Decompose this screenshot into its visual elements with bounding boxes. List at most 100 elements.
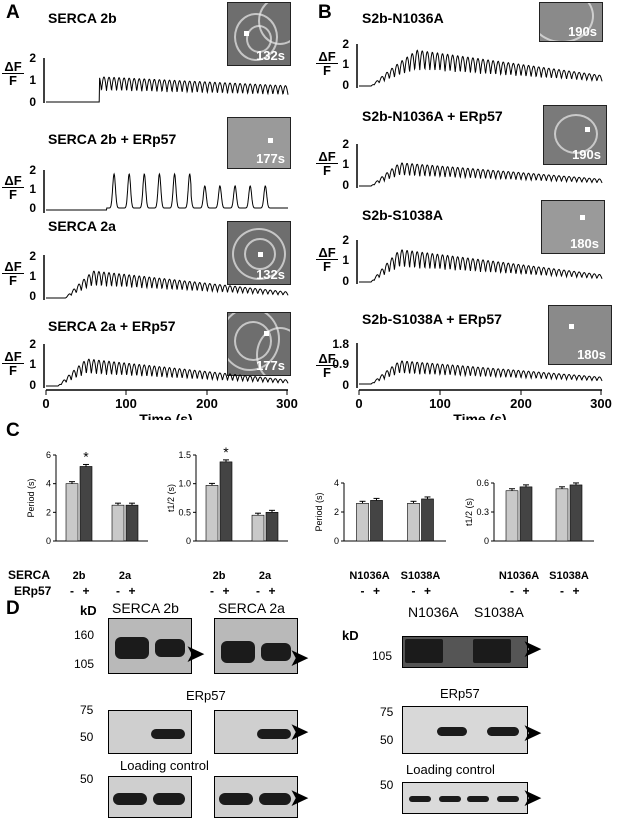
ytick-label: 2 bbox=[342, 233, 349, 247]
delta-f-label: ΔF F bbox=[2, 350, 24, 377]
ytick-label: 1 bbox=[29, 269, 36, 283]
ytick-label: 1 bbox=[29, 182, 36, 196]
erp57-blot bbox=[214, 710, 298, 754]
bar bbox=[370, 500, 383, 542]
x-axis-label: Time (s) bbox=[139, 411, 192, 420]
serca-blot-2a bbox=[214, 618, 298, 674]
ytick-label: 0 bbox=[342, 78, 349, 92]
treatment-sign: - bbox=[116, 584, 120, 598]
inset-timestamp: 132s bbox=[256, 267, 285, 282]
y-tick-label: 0 bbox=[334, 536, 339, 546]
inset-image: 177s bbox=[227, 312, 291, 376]
calcium-trace-line bbox=[46, 172, 288, 211]
treatment-sign: - bbox=[256, 584, 260, 598]
ytick-label: 0 bbox=[342, 178, 349, 192]
ytick-label: 0 bbox=[29, 95, 36, 109]
inset-timestamp: 177s bbox=[256, 151, 285, 166]
xtick-label: 200 bbox=[196, 396, 218, 411]
mutant-serca-blot bbox=[402, 636, 528, 668]
xtick-label: 100 bbox=[115, 396, 137, 411]
category-label: 2b bbox=[73, 570, 86, 582]
treatment-sign: + bbox=[268, 584, 275, 598]
kd-tick: 75 bbox=[380, 705, 394, 719]
bar bbox=[251, 514, 265, 542]
bar bbox=[555, 488, 569, 542]
inset-timestamp: 180s bbox=[570, 236, 599, 251]
category-label: 2a bbox=[119, 570, 132, 582]
panel-letter-d: D bbox=[6, 598, 20, 619]
category-label: S1038A bbox=[549, 570, 589, 582]
panel-letter-b: B bbox=[318, 2, 332, 23]
xtick-label: 300 bbox=[590, 396, 612, 411]
y-axis-label: t1/2 (s) bbox=[464, 498, 474, 526]
y-tick-label: 1.0 bbox=[178, 479, 191, 489]
trace-title: S2b-N1036A bbox=[362, 10, 444, 26]
category-label: S1038A bbox=[401, 570, 441, 582]
significance-asterisk: * bbox=[223, 444, 229, 460]
ytick-label: 0 bbox=[29, 201, 36, 215]
bar bbox=[111, 504, 125, 542]
inset-image: 180s bbox=[541, 200, 605, 254]
y-tick-label: 0.6 bbox=[476, 478, 489, 488]
calcium-trace-line bbox=[46, 76, 289, 103]
category-label: 2b bbox=[213, 570, 226, 582]
y-tick-label: 4 bbox=[46, 479, 51, 489]
kd-label: kD bbox=[342, 628, 359, 643]
trace-title: SERCA 2a + ERp57 bbox=[48, 318, 176, 334]
erp57-blot bbox=[108, 710, 192, 754]
treatment-sign: - bbox=[510, 584, 514, 598]
blot-title: ERp57 bbox=[186, 688, 226, 703]
panel-letter-a: A bbox=[6, 2, 20, 23]
trace-title: S2b-S1038A bbox=[362, 207, 443, 223]
kd-label: kD bbox=[80, 603, 97, 618]
ytick-label: 0 bbox=[342, 274, 349, 288]
x-axis-label: Time (s) bbox=[453, 411, 506, 420]
inset-timestamp: 177s bbox=[256, 358, 285, 373]
ytick-label: 1 bbox=[342, 253, 349, 267]
inset-image: 190s bbox=[543, 105, 607, 165]
ytick-label: 2 bbox=[29, 249, 36, 263]
bar bbox=[65, 483, 79, 542]
treatment-sign: - bbox=[361, 584, 365, 598]
arrow-icon: ➤ bbox=[290, 785, 309, 810]
mutant-erp57-blot bbox=[402, 706, 528, 754]
y-axis-label: t1/2 (s) bbox=[166, 484, 176, 512]
xtick-label: 300 bbox=[276, 396, 298, 411]
ytick-label: 2 bbox=[29, 337, 36, 351]
delta-f-label: ΔF F bbox=[2, 260, 24, 287]
panel-letter-c: C bbox=[6, 420, 20, 441]
ytick-label: 2 bbox=[29, 51, 36, 65]
delta-f-label: ΔF F bbox=[2, 60, 24, 87]
bar bbox=[356, 503, 369, 542]
kd-tick: 160 bbox=[74, 628, 95, 642]
arrow-icon: ➤ bbox=[523, 720, 542, 745]
y-tick-label: 0.3 bbox=[476, 507, 489, 517]
inset-timestamp: 190s bbox=[572, 147, 601, 162]
y-tick-label: 1.5 bbox=[178, 450, 191, 460]
kd-tick: 75 bbox=[80, 703, 94, 717]
trace-title: SERCA 2a bbox=[48, 218, 116, 234]
blot-title: S1038A bbox=[474, 604, 524, 620]
treatment-sign: - bbox=[70, 584, 74, 598]
loading-blot bbox=[108, 776, 192, 818]
bar bbox=[125, 504, 139, 542]
calcium-trace-line bbox=[359, 162, 603, 187]
category-label: 2a bbox=[259, 570, 272, 582]
delta-f-label: ΔF F bbox=[316, 50, 338, 77]
ytick-label: 2 bbox=[342, 37, 349, 51]
inset-image: 177s bbox=[227, 117, 291, 169]
calcium-trace-line bbox=[359, 249, 603, 283]
treatment-sign: - bbox=[210, 584, 214, 598]
kd-tick: 50 bbox=[380, 778, 394, 792]
bar bbox=[421, 498, 434, 542]
xtick-label: 200 bbox=[510, 396, 532, 411]
treatment-sign: + bbox=[424, 584, 431, 598]
bar bbox=[407, 503, 420, 542]
kd-tick: 105 bbox=[74, 657, 95, 671]
arrow-icon: ➤ bbox=[523, 636, 542, 661]
ytick-label: 1 bbox=[29, 73, 36, 87]
inset-image: 190s bbox=[539, 2, 603, 42]
ytick-label: 0.9 bbox=[332, 357, 349, 371]
inset-timestamp: 132s bbox=[256, 48, 285, 63]
